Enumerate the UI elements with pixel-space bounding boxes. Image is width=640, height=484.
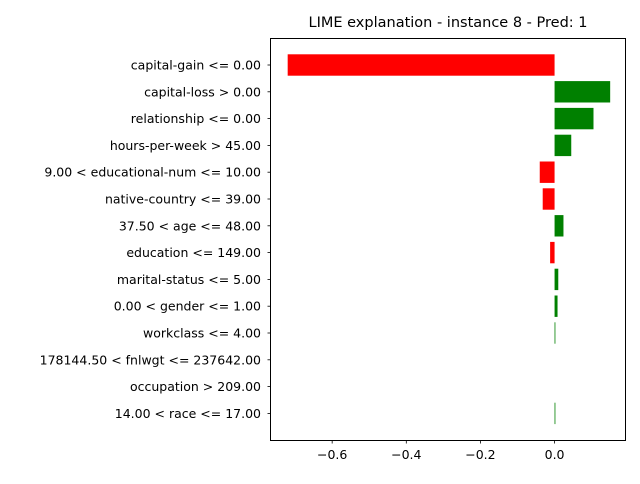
bar bbox=[287, 54, 555, 76]
plot-frame bbox=[270, 38, 626, 441]
bar bbox=[554, 134, 572, 157]
x-tick-label: −0.6 bbox=[317, 447, 347, 462]
chart-title: LIME explanation - instance 8 - Pred: 1 bbox=[309, 15, 588, 31]
bar bbox=[550, 241, 555, 264]
y-tick-labels: capital-gain <= 0.00 capital-loss > 0.00 r… bbox=[40, 58, 271, 421]
y-tick-label: 0.00 < gender <= 1.00 bbox=[114, 299, 261, 314]
y-tick-label: education <= 149.00 bbox=[126, 245, 261, 260]
x-axis: −0.6 −0.4 −0.2 0.0 bbox=[317, 440, 565, 462]
y-tick-label: capital-gain <= 0.00 bbox=[131, 58, 261, 73]
y-tick-label: workclass <= 4.00 bbox=[143, 326, 261, 341]
bar bbox=[542, 188, 555, 210]
y-tick-label: native-country <= 39.00 bbox=[105, 192, 261, 207]
bar bbox=[554, 215, 564, 237]
y-tick-label: occupation > 209.00 bbox=[130, 379, 261, 394]
bar bbox=[554, 268, 559, 291]
bar bbox=[554, 322, 556, 344]
bars-layer bbox=[287, 54, 611, 425]
y-tick-label: 14.00 < race <= 17.00 bbox=[115, 406, 261, 421]
bar bbox=[554, 295, 558, 317]
y-tick-label: relationship <= 0.00 bbox=[131, 111, 261, 126]
y-tick-label: hours-per-week > 45.00 bbox=[110, 138, 261, 153]
y-tick-label: 178144.50 < fnlwgt <= 237642.00 bbox=[40, 352, 261, 367]
bar bbox=[554, 107, 594, 130]
y-tick-label: 37.50 < age <= 48.00 bbox=[119, 218, 261, 233]
x-tick-label: −0.2 bbox=[465, 447, 495, 462]
y-tick-label: capital-loss > 0.00 bbox=[144, 84, 261, 99]
bar bbox=[539, 161, 555, 183]
y-tick-label: 9.00 < educational-num <= 10.00 bbox=[44, 165, 261, 180]
bar bbox=[554, 81, 611, 103]
bar bbox=[554, 402, 556, 425]
x-tick-label: −0.4 bbox=[391, 447, 421, 462]
x-tick-label: 0.0 bbox=[545, 447, 565, 462]
y-tick-label: marital-status <= 5.00 bbox=[117, 272, 261, 287]
